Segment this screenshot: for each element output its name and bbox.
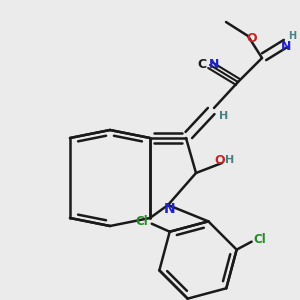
- Text: C: C: [197, 58, 207, 70]
- Text: Cl: Cl: [253, 233, 266, 246]
- Text: H: H: [288, 31, 296, 41]
- Text: Cl: Cl: [135, 215, 148, 228]
- Text: N: N: [209, 58, 219, 70]
- Text: N: N: [281, 40, 291, 53]
- Text: O: O: [215, 154, 225, 166]
- Text: O: O: [247, 32, 257, 46]
- Text: H: H: [225, 155, 235, 165]
- Text: N: N: [164, 202, 176, 216]
- Text: H: H: [219, 111, 229, 121]
